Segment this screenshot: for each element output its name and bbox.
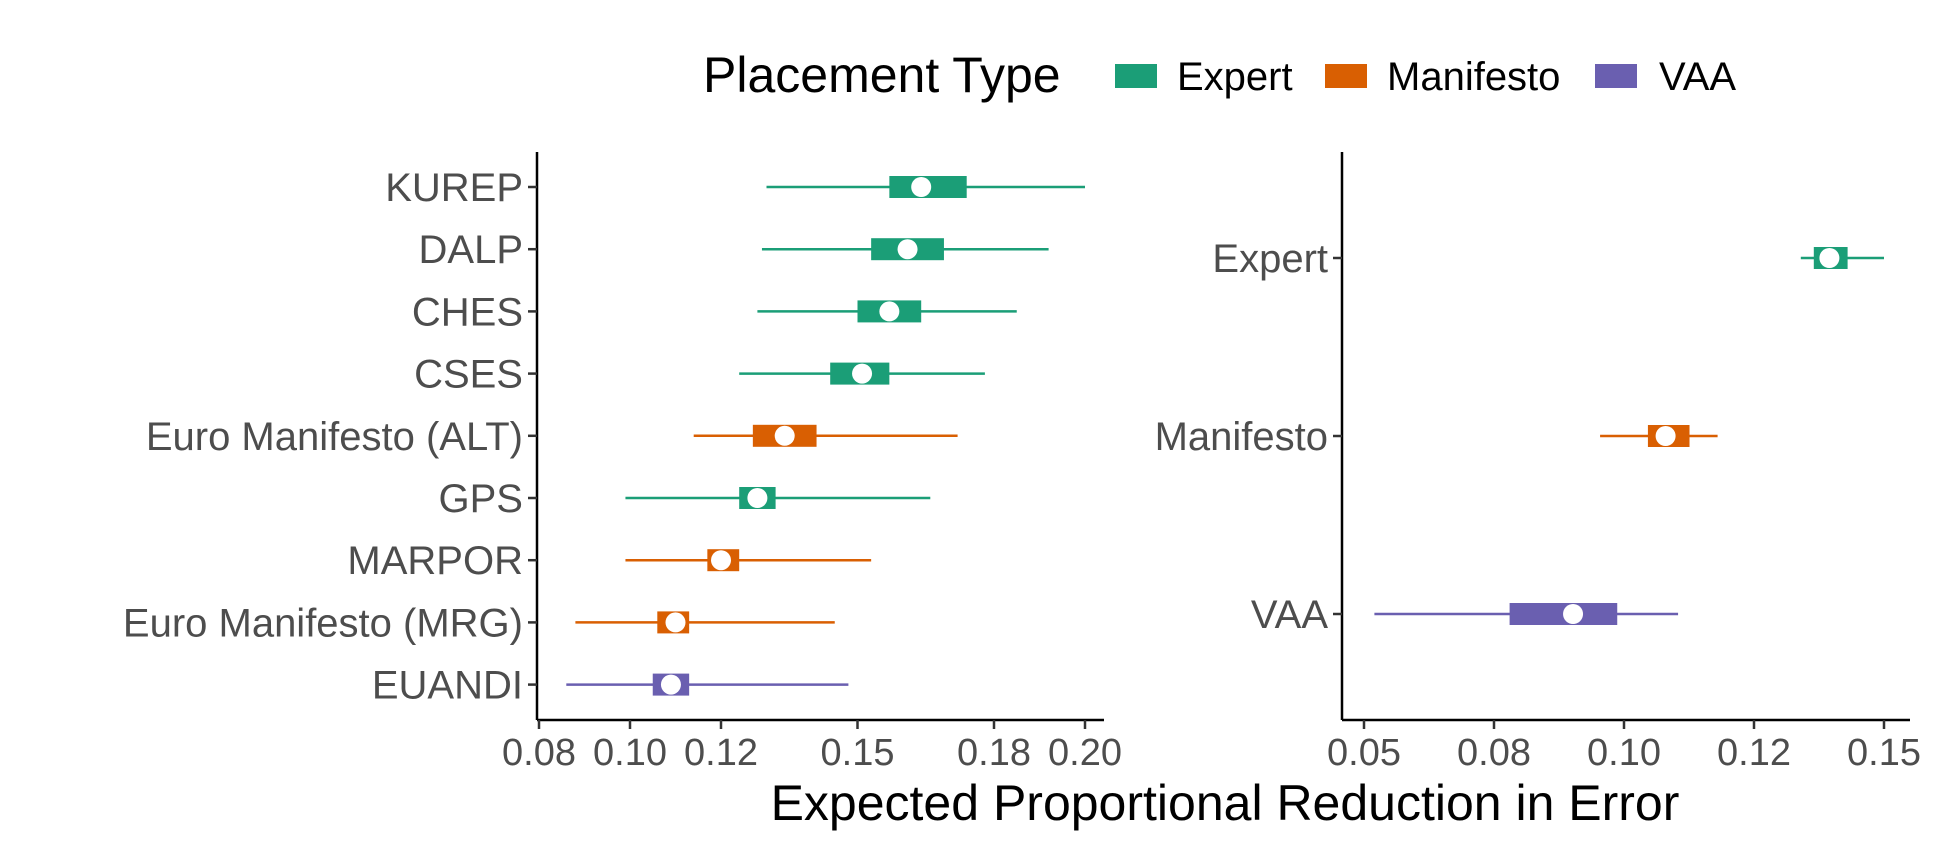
left-x-tick-label: 0.08 bbox=[502, 732, 576, 774]
right-x-tick-label: 0.12 bbox=[1717, 732, 1791, 774]
point-estimate-vaa bbox=[1563, 604, 1584, 624]
left-x-tick-label: 0.15 bbox=[821, 732, 895, 774]
point-estimate-ches bbox=[879, 301, 900, 322]
category-label-marpor: MARPOR bbox=[347, 539, 523, 583]
point-estimate-euro-manifesto-mrg bbox=[665, 612, 686, 633]
left-x-tick-label: 0.12 bbox=[684, 732, 758, 774]
legend-label-vaa: VAA bbox=[1659, 55, 1736, 99]
category-label-gps: GPS bbox=[439, 477, 523, 521]
legend: Placement Type Expert Manifesto VAA bbox=[703, 47, 1736, 103]
point-estimate-euandi bbox=[660, 674, 681, 695]
point-estimate-manifesto bbox=[1655, 426, 1676, 446]
legend-label-manifesto: Manifesto bbox=[1387, 55, 1560, 99]
legend-swatch-manifesto bbox=[1325, 64, 1367, 88]
left-x-tick-label: 0.20 bbox=[1048, 732, 1122, 774]
right-x-tick-label: 0.10 bbox=[1587, 732, 1661, 774]
right-x-tick-label: 0.15 bbox=[1847, 732, 1921, 774]
category-label-dalp: DALP bbox=[419, 228, 524, 272]
point-estimate-gps bbox=[747, 488, 768, 508]
right-x-tick-label: 0.05 bbox=[1327, 732, 1401, 774]
category-label-kurep: KUREP bbox=[385, 166, 523, 210]
point-estimate-euro-manifesto-alt bbox=[774, 425, 795, 446]
legend-label-expert: Expert bbox=[1177, 55, 1293, 99]
legend-swatch-expert bbox=[1115, 64, 1157, 88]
panel-left: 0.08 0.10 0.12 0.15 0.18 0.20 KUREP DALP CHES CSE… bbox=[123, 152, 1122, 774]
point-estimate-dalp bbox=[897, 239, 918, 260]
left-x-tick-label: 0.10 bbox=[593, 732, 667, 774]
right-x-tick-label: 0.08 bbox=[1457, 732, 1531, 774]
category-label-euro-manifesto-mrg: Euro Manifesto (MRG) bbox=[123, 601, 523, 645]
legend-swatch-vaa bbox=[1595, 64, 1637, 88]
category-label-vaa: VAA bbox=[1251, 593, 1328, 637]
x-axis-title: Expected Proportional Reduction in Error bbox=[771, 775, 1680, 831]
point-estimate-marpor bbox=[711, 550, 731, 571]
legend-title: Placement Type bbox=[703, 47, 1061, 103]
category-label-euandi: EUANDI bbox=[372, 664, 523, 708]
category-label-ches: CHES bbox=[412, 290, 523, 334]
category-label-cses: CSES bbox=[414, 353, 523, 397]
category-label-euro-manifesto-alt: Euro Manifesto (ALT) bbox=[146, 415, 523, 459]
point-estimate-expert bbox=[1819, 248, 1840, 268]
category-label-expert: Expert bbox=[1212, 237, 1328, 281]
point-estimate-kurep bbox=[911, 177, 932, 197]
category-label-manifesto: Manifesto bbox=[1155, 415, 1328, 459]
point-estimate-cses bbox=[852, 363, 873, 384]
panel-right: 0.05 0.08 0.10 0.12 0.15 Expert Manifesto VAA bbox=[1155, 152, 1921, 774]
left-x-tick-label: 0.18 bbox=[957, 732, 1031, 774]
